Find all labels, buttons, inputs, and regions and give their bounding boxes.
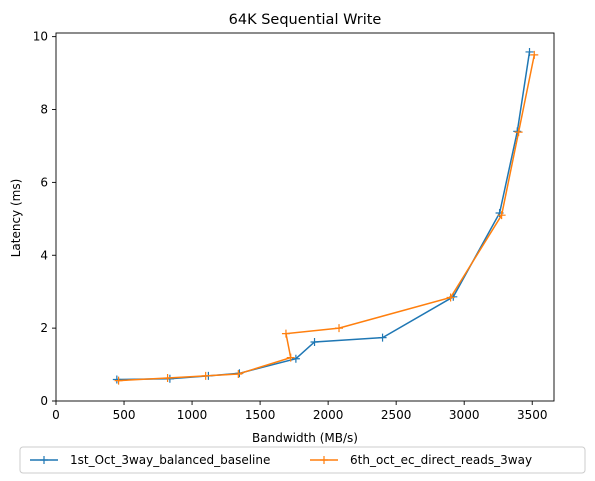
legend-marker [40, 456, 48, 464]
series-2-point [201, 371, 210, 380]
legend-frame [19, 446, 586, 474]
x-tick-label: 2500 [381, 408, 412, 422]
series-1-point [525, 47, 534, 56]
x-tick-label: 2000 [313, 408, 344, 422]
series-2-point [514, 128, 523, 137]
series-1-point [378, 333, 387, 342]
series-1-point [513, 127, 522, 136]
series-1-point [291, 354, 300, 363]
y-tick-label: 4 [40, 248, 48, 262]
series-2-point [234, 370, 243, 379]
x-tick-label: 3000 [449, 408, 480, 422]
plot-area [112, 47, 539, 385]
series-2-point [281, 329, 290, 338]
chart-title: 64K Sequential Write [229, 12, 382, 28]
legend-marker [320, 456, 328, 464]
legend-entry-2: 6th_oct_ec_direct_reads_3way [310, 453, 532, 467]
series-1 [112, 47, 534, 384]
y-tick-label: 10 [33, 30, 48, 44]
y-tick-label: 2 [40, 321, 48, 335]
x-tick-label: 0 [52, 408, 60, 422]
series-1-point [112, 375, 121, 384]
series-2-point [335, 324, 344, 333]
series-2-point [114, 376, 123, 385]
series-2-point [497, 211, 506, 220]
y-tick-label: 0 [40, 394, 48, 408]
series-2-point [163, 374, 172, 383]
y-tick-label: 6 [40, 175, 48, 189]
legend-label: 6th_oct_ec_direct_reads_3way [350, 453, 532, 467]
x-tick-label: 1500 [245, 408, 276, 422]
x-tick-label: 500 [113, 408, 136, 422]
legend: 1st_Oct_3way_balanced_baseline 6th_oct_ec… [19, 446, 586, 474]
series-2-line [118, 54, 536, 382]
x-tick-label: 1000 [177, 408, 208, 422]
series-1-point [310, 337, 319, 346]
series-2-point [446, 293, 455, 302]
series-2-point [286, 353, 295, 362]
y-tick-label: 8 [40, 103, 48, 117]
series-2 [114, 50, 539, 385]
legend-entry-1: 1st_Oct_3way_balanced_baseline [30, 453, 270, 467]
axes: 0 500 1000 1500 2000 2500 3000 3500 0 2 4 6 8 10 [33, 30, 555, 422]
x-tick-label: 3500 [517, 408, 548, 422]
plot-frame [55, 32, 555, 402]
legend-label: 1st_Oct_3way_balanced_baseline [70, 453, 270, 467]
x-axis-label: Bandwidth (MB/s) [252, 431, 358, 445]
series-2-point [530, 50, 539, 59]
y-axis-label: Latency (ms) [9, 179, 23, 258]
